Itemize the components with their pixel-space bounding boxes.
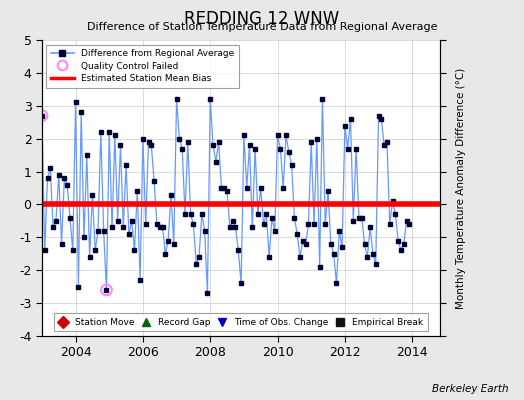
Text: Berkeley Earth: Berkeley Earth xyxy=(432,384,508,394)
Point xyxy=(102,287,111,293)
Point xyxy=(38,112,46,119)
Text: REDDING 12 WNW: REDDING 12 WNW xyxy=(184,10,340,28)
Legend: Station Move, Record Gap, Time of Obs. Change, Empirical Break: Station Move, Record Gap, Time of Obs. C… xyxy=(54,314,428,332)
Text: Difference of Station Temperature Data from Regional Average: Difference of Station Temperature Data f… xyxy=(87,22,437,32)
Y-axis label: Monthly Temperature Anomaly Difference (°C): Monthly Temperature Anomaly Difference (… xyxy=(456,67,466,309)
